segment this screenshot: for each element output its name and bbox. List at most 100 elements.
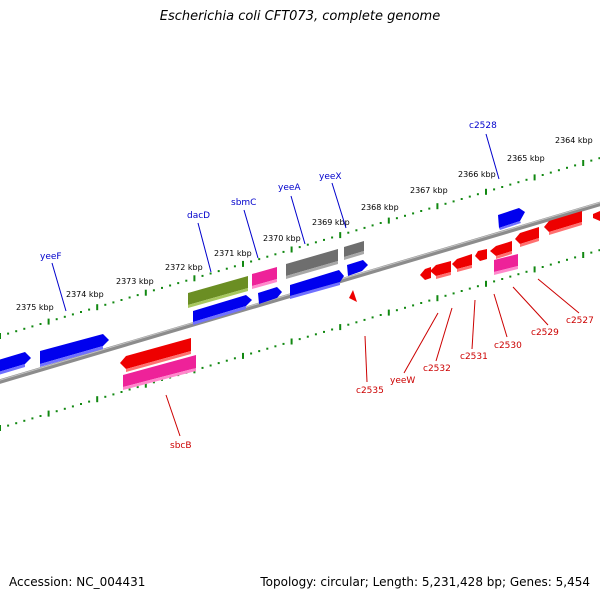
minor-tick [404, 214, 406, 217]
minor-tick [23, 419, 26, 422]
major-tick [485, 188, 487, 195]
minor-tick [120, 391, 123, 393]
minor-tick [598, 157, 600, 160]
kbp-label: 2367 kbp [410, 186, 448, 195]
minor-tick [412, 212, 415, 215]
major-tick [582, 252, 585, 258]
topology-text: Topology: circular; Length: 5,231,428 bp… [260, 575, 590, 589]
gene-c2535[interactable] [349, 290, 357, 302]
gene-c2532[interactable] [452, 254, 472, 272]
gene-c2528[interactable] [498, 208, 525, 230]
minor-tick [120, 299, 123, 301]
minor-tick [363, 318, 366, 321]
gene-label-c2530[interactable]: c2530 [494, 341, 522, 351]
major-tick [242, 352, 244, 359]
gene-sbmC-pink[interactable] [252, 267, 277, 289]
minor-tick [128, 296, 131, 299]
minor-tick [266, 255, 269, 258]
minor-tick [493, 280, 496, 283]
major-tick [387, 217, 390, 224]
gene-label-c2535[interactable]: c2535 [356, 386, 384, 396]
gene-dacD-olive[interactable] [188, 276, 248, 308]
gene-yeeW-small[interactable] [420, 267, 431, 280]
gene-yeeX-gray[interactable] [344, 241, 364, 260]
gene-label-c2529[interactable]: c2529 [531, 328, 559, 338]
minor-tick [233, 265, 236, 268]
label-leader [435, 307, 453, 362]
gene-c2527[interactable] [593, 211, 600, 221]
minor-tick [371, 316, 374, 319]
minor-tick [112, 393, 115, 396]
gene-label-c2532[interactable]: c2532 [423, 364, 451, 374]
minor-tick [549, 171, 552, 174]
minor-tick [420, 302, 423, 304]
major-tick [533, 174, 536, 181]
gene-label-sbmC[interactable]: sbmC [231, 198, 256, 208]
minor-tick [209, 364, 212, 367]
minor-tick [501, 186, 504, 188]
minor-tick [541, 266, 544, 268]
gene-c2530-pink[interactable] [494, 254, 518, 275]
minor-tick [452, 292, 455, 295]
minor-tick [517, 273, 520, 276]
gene-dacD[interactable] [258, 287, 282, 304]
label-leader [493, 293, 508, 338]
gene-yeeF[interactable] [40, 334, 109, 367]
minor-tick [493, 188, 496, 191]
gene-sbcB-red[interactable] [120, 338, 191, 372]
gene-label-yeeF[interactable]: yeeF [40, 252, 62, 262]
gene-sbcB[interactable] [123, 355, 196, 390]
minor-tick [314, 241, 317, 244]
kbp-label: 2374 kbp [66, 290, 104, 299]
minor-tick [258, 258, 261, 261]
gene-label-sbcB[interactable]: sbcB [170, 441, 192, 451]
gene-yeeX[interactable] [347, 260, 368, 276]
gene-label-yeeA[interactable]: yeeA [278, 183, 301, 193]
gene-sbmC[interactable] [290, 270, 344, 299]
minor-tick [428, 299, 431, 302]
minor-tick [266, 347, 269, 350]
minor-tick [217, 270, 220, 273]
minor-tick [517, 181, 520, 184]
minor-tick [185, 279, 188, 282]
minor-tick [282, 342, 285, 345]
minor-tick [501, 278, 504, 280]
minor-tick [39, 323, 42, 325]
major-tick [339, 232, 342, 239]
minor-tick [525, 178, 528, 181]
gene-left-edge[interactable] [0, 352, 31, 376]
kbp-label: 2366 kbp [458, 170, 496, 179]
gene-label-yeeW[interactable]: yeeW [390, 376, 415, 386]
kbp-label: 2370 kbp [263, 234, 301, 243]
gene-yeeW[interactable] [430, 261, 451, 279]
minor-tick [347, 323, 350, 326]
minor-tick [112, 301, 115, 304]
minor-tick [444, 294, 447, 297]
minor-tick [468, 287, 471, 290]
gene-label-c2527[interactable]: c2527 [566, 316, 594, 326]
gene-label-yeeX[interactable]: yeeX [319, 172, 342, 182]
gene-c2531[interactable] [475, 249, 487, 261]
minor-tick [161, 286, 163, 289]
kbp-label: 2371 kbp [214, 249, 252, 258]
minor-tick [428, 207, 431, 210]
gene-c2527-main[interactable] [544, 211, 582, 235]
major-tick [193, 275, 196, 282]
gene-yeeA[interactable] [286, 249, 338, 279]
minor-tick [55, 410, 58, 413]
major-tick [96, 304, 99, 311]
gene-label-dacD[interactable]: dacD [187, 211, 210, 221]
minor-tick [298, 338, 301, 341]
minor-tick [258, 350, 261, 353]
gene-yeeF-blue[interactable] [193, 295, 252, 325]
label-leader [403, 312, 439, 374]
minor-tick [169, 284, 172, 287]
gene-c2529[interactable] [515, 227, 539, 247]
gene-label-c2531[interactable]: c2531 [460, 352, 488, 362]
lower-tick-track [0, 249, 600, 431]
minor-tick [590, 159, 593, 162]
minor-tick [476, 193, 479, 196]
gene-c2530[interactable] [490, 241, 512, 259]
gene-label-c2528[interactable]: c2528 [469, 121, 497, 131]
